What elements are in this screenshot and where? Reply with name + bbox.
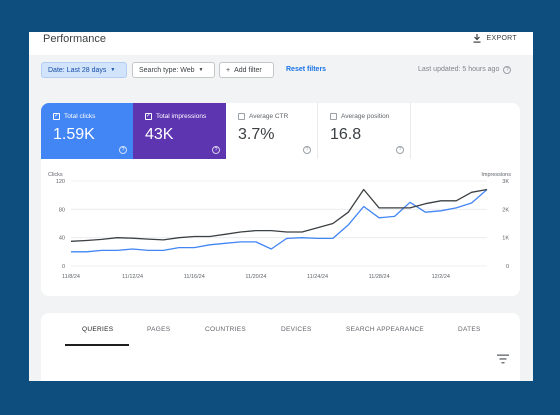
right-axis-title: Impressions	[481, 172, 511, 178]
tab-devices[interactable]: DEVICES	[281, 326, 312, 333]
left-axis-tick: 120	[56, 179, 65, 185]
checkbox-unchecked-icon	[330, 113, 337, 120]
checkbox-checked-icon: ✓	[145, 113, 152, 120]
page-title: Performance	[43, 33, 106, 45]
metric-label: Total impressions	[156, 113, 207, 120]
help-icon[interactable]: ?	[212, 146, 220, 154]
x-axis-tick: 11/12/24	[122, 274, 143, 280]
checkbox-unchecked-icon	[238, 113, 245, 120]
search-console-window: Performance EXPORT Date: Last 28 days ▼ …	[29, 32, 533, 381]
x-axis-tick: 11/28/24	[369, 274, 390, 280]
tab-pages[interactable]: PAGES	[147, 326, 171, 333]
x-axis-tick: 11/8/24	[62, 274, 80, 280]
dropdown-arrow-icon: ▼	[110, 67, 116, 73]
dropdown-arrow-icon: ▼	[198, 67, 204, 73]
export-label: EXPORT	[486, 35, 517, 42]
metric-value: 16.8	[330, 126, 362, 143]
left-axis-title: Clicks	[48, 172, 63, 178]
help-icon[interactable]: ?	[396, 146, 404, 154]
right-axis-tick: 1K	[502, 236, 509, 242]
reset-filters-link[interactable]: Reset filters	[286, 66, 327, 73]
x-axis-tick: 11/16/24	[184, 274, 205, 280]
x-axis-tick: 11/20/24	[245, 274, 266, 280]
left-axis-tick: 0	[62, 264, 65, 270]
export-button[interactable]: EXPORT	[473, 34, 517, 43]
metric-total-impressions[interactable]: ✓ Total impressions 43K ?	[133, 103, 226, 159]
metric-average-ctr[interactable]: Average CTR 3.7% ?	[226, 103, 318, 159]
plus-icon: +	[226, 66, 231, 74]
performance-chart-card: ✓ Total clicks 1.59K ? ✓ Total impressions…	[41, 103, 520, 296]
metric-average-position[interactable]: Average position 16.8 ?	[318, 103, 411, 159]
filter-rows-icon[interactable]	[497, 354, 509, 364]
last-updated: Last updated: 5 hours ago ?	[418, 66, 512, 74]
metric-value: 43K	[145, 126, 174, 143]
header-bar: Performance EXPORT	[29, 32, 533, 55]
metric-value: 3.7%	[238, 126, 275, 143]
right-axis-tick: 3K	[502, 179, 509, 185]
metric-label: Average position	[341, 113, 390, 120]
date-filter-chip[interactable]: Date: Last 28 days ▼	[41, 62, 127, 78]
right-axis-tick: 2K	[502, 207, 509, 213]
x-axis-tick: 11/24/24	[307, 274, 328, 280]
add-filter-label: Add filter	[234, 66, 262, 74]
active-tab-indicator	[65, 344, 129, 346]
tab-queries[interactable]: QUERIES	[82, 326, 114, 333]
search-type-chip[interactable]: Search type: Web ▼	[132, 62, 215, 78]
tab-search-appearance[interactable]: SEARCH APPEARANCE	[346, 326, 425, 333]
right-axis-tick: 0	[506, 264, 509, 270]
tab-dates[interactable]: DATES	[458, 326, 481, 333]
help-icon[interactable]: ?	[503, 66, 512, 74]
help-icon[interactable]: ?	[303, 146, 311, 154]
left-axis-tick: 80	[59, 207, 65, 213]
left-axis-tick: 40	[59, 236, 65, 242]
x-axis-tick: 12/2/24	[432, 274, 450, 280]
search-type-label: Search type: Web	[139, 66, 195, 74]
performance-line-chart: Clicks Impressions 0 0 40 1K 80 2K 120 3K 11/8/24 1…	[48, 172, 511, 280]
metric-total-clicks[interactable]: ✓ Total clicks 1.59K ?	[41, 103, 133, 159]
metric-label: Average CTR	[249, 113, 289, 120]
date-filter-label: Date: Last 28 days	[48, 66, 107, 74]
metric-label: Total clicks	[64, 113, 96, 120]
metric-value: 1.59K	[53, 126, 95, 143]
report-tabs-card: QUERIES PAGES COUNTRIES DEVICES SEARCH A…	[41, 313, 520, 381]
series-line-impressions	[70, 188, 488, 242]
series-line-clicks	[71, 189, 488, 253]
checkbox-checked-icon: ✓	[53, 113, 60, 120]
download-icon	[473, 34, 481, 43]
tab-countries[interactable]: COUNTRIES	[205, 326, 246, 333]
help-icon[interactable]: ?	[119, 146, 127, 154]
last-updated-text: Last updated: 5 hours ago	[418, 66, 500, 73]
add-filter-button[interactable]: + Add filter	[219, 62, 274, 78]
